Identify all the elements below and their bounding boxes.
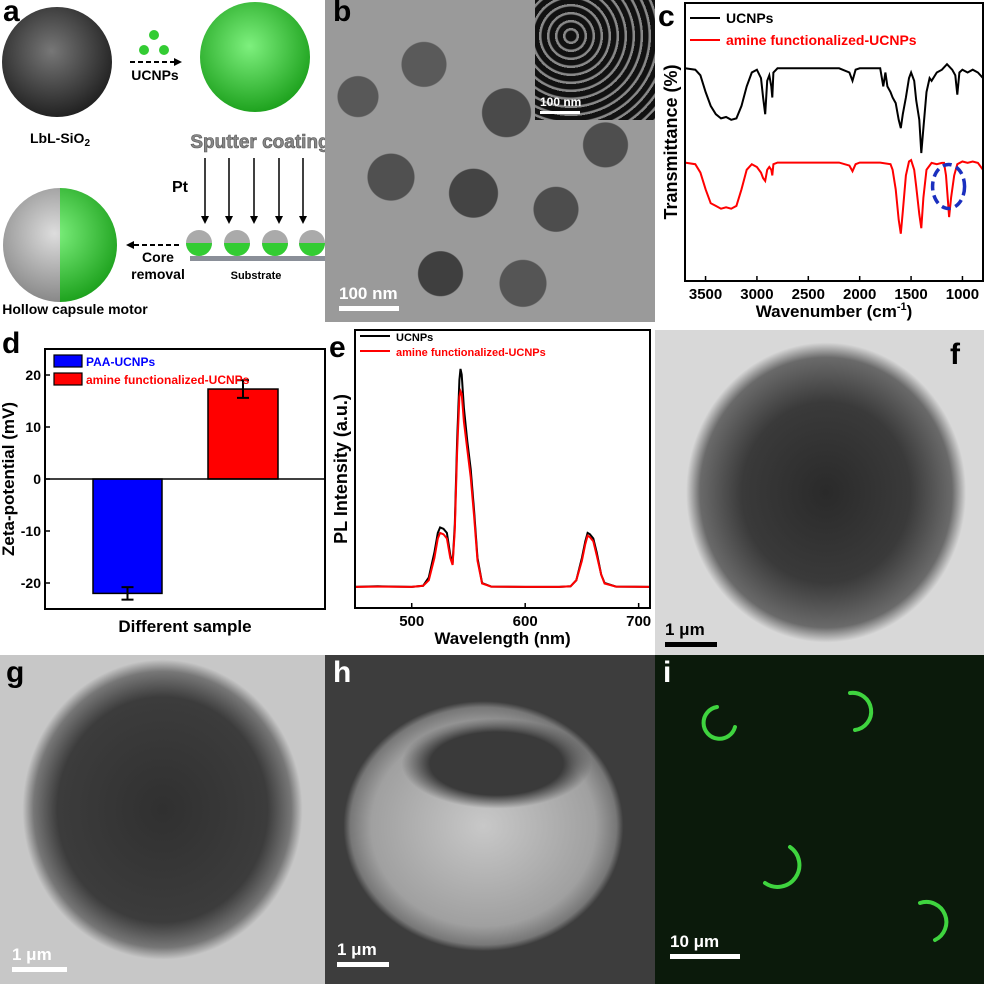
x-tick-label: 700	[626, 613, 651, 630]
y-tick-label: -20	[21, 575, 41, 591]
y-tick-label: 20	[25, 367, 41, 383]
panel-f-tem-image: 1 μm f	[655, 330, 984, 655]
panel-label-c: c	[658, 0, 675, 33]
x-axis-label: Different sample	[118, 617, 251, 636]
scale-bar: 1 μm	[337, 940, 389, 967]
y-tick-label: -10	[21, 523, 41, 539]
half-coated-particles	[186, 230, 325, 256]
panel-label-a: a	[3, 0, 20, 28]
panel-label-d: d	[2, 327, 20, 360]
x-tick-label: 2500	[792, 286, 825, 303]
legend-swatch	[53, 372, 83, 386]
panel-h-sem-image: 1 μm h	[325, 655, 655, 984]
scale-bar: 1 μm	[665, 620, 717, 647]
hollow-capsule-label: Hollow capsule motor	[2, 301, 148, 317]
y-tick-label: 10	[25, 419, 41, 435]
scale-bar: 1 μm	[12, 945, 67, 972]
x-tick-label: 2000	[843, 286, 876, 303]
legend-label: amine functionalized-UCNPs	[726, 32, 917, 48]
legend-label: amine functionalized-UCNPs	[86, 373, 250, 387]
lbl-sio2-label: LbL-SiO2	[30, 130, 90, 149]
sputter-arrows	[204, 158, 304, 218]
removal-label: removal	[131, 266, 185, 282]
bar-paa-ucnps	[92, 478, 163, 595]
legend-label: UCNPs	[396, 332, 433, 344]
series-line-amine-ucnps	[684, 158, 984, 234]
scale-bar: 100 nm	[339, 284, 399, 311]
panel-label-f: f	[950, 338, 960, 371]
x-axis-label: Wavelength (nm)	[434, 629, 570, 648]
panel-label-g: g	[6, 656, 25, 689]
highlight-ellipse	[930, 162, 967, 211]
x-tick-label: 3000	[740, 286, 773, 303]
series-line-amine-ucnps	[354, 387, 651, 588]
x-tick-label: 3500	[689, 286, 722, 303]
ucnp-coated-sphere	[200, 2, 310, 112]
x-axis-label: Wavenumber (cm-1)	[756, 301, 913, 321]
x-tick-label: 1000	[946, 286, 979, 303]
series-line-ucnps	[354, 368, 651, 588]
pl-spectrum-chart: UCNPs amine functionalized-UCNPs 500 600 700…	[329, 329, 651, 648]
ucnps-label: UCNPs	[131, 67, 179, 83]
panel-b-tem-image: 100 nm 100 nm b	[325, 0, 655, 322]
legend-swatch	[53, 354, 83, 368]
pt-label: Pt	[172, 179, 189, 196]
hollow-capsule-ucnp-half	[60, 188, 117, 302]
x-tick-label: 1500	[894, 286, 927, 303]
y-axis-label: PL Intensity (a.u.)	[331, 394, 351, 544]
hollow-capsule-pt-half	[3, 188, 60, 302]
scale-bar: 10 μm	[670, 932, 740, 959]
panel-label-h: h	[333, 656, 352, 689]
zeta-potential-chart: PAA-UCNPs amine functionalized-UCNPs -20 -1…	[0, 327, 326, 636]
panel-label-e: e	[329, 331, 346, 364]
panel-a-schematic: UCNPs LbL-SiO2 Sputter coating Pt Substr…	[0, 0, 325, 322]
substrate-label: Substrate	[231, 270, 282, 282]
bar-amine-ucnps	[207, 388, 279, 480]
fluorescent-capsules	[701, 690, 949, 942]
y-axis-label: Zeta-potential (mV)	[0, 402, 18, 556]
panel-label-b: b	[333, 0, 352, 28]
x-tick-label: 500	[399, 613, 424, 630]
inset-scale-bar: 100 nm	[540, 95, 581, 114]
ucnp-dots-icon	[139, 30, 169, 55]
plot-frame	[684, 2, 984, 282]
legend-label: UCNPs	[726, 10, 774, 26]
panel-g-tem-image: 1 μm g	[0, 655, 325, 984]
schematic-diagram: UCNPs LbL-SiO2 Sputter coating Pt Substr…	[2, 2, 325, 317]
substrate	[190, 256, 325, 261]
x-tick-label: 600	[513, 613, 538, 630]
legend-label: PAA-UCNPs	[86, 355, 155, 369]
ftir-chart: UCNPs amine functionalized-UCNPs 3500 3000 2…	[658, 0, 984, 321]
series-line-ucnps	[684, 62, 984, 154]
legend-label: amine functionalized-UCNPs	[396, 347, 546, 359]
silica-sphere	[2, 7, 112, 117]
panel-i-fluorescence-image: 10 μm i	[655, 655, 984, 984]
sputter-coating-label: Sputter coating	[190, 132, 325, 153]
y-axis-label: Transmittance (%)	[661, 64, 681, 219]
panel-label-i: i	[663, 656, 672, 689]
y-tick-label: 0	[33, 471, 41, 487]
inset-tem-image	[535, 0, 655, 120]
core-label: Core	[142, 249, 174, 265]
plot-frame	[354, 329, 651, 609]
